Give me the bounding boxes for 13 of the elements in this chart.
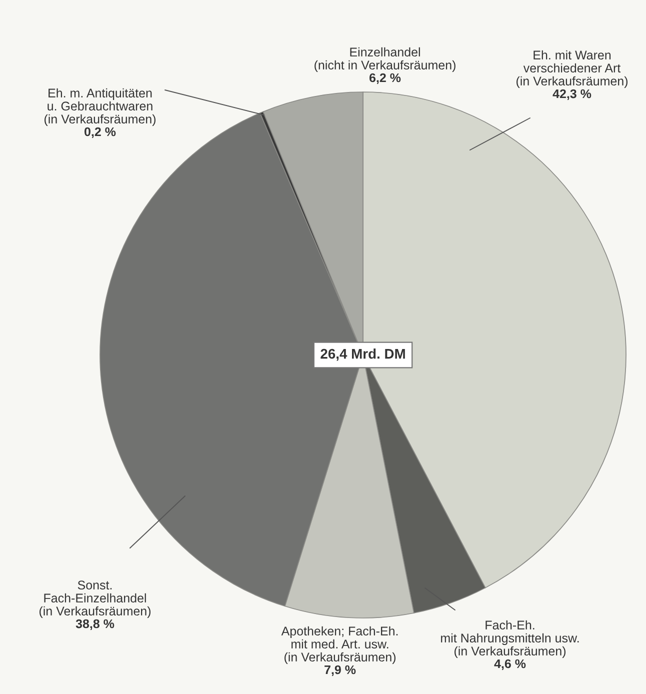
slice-label: Einzelhandel (nicht in Verkaufsräumen) (314, 47, 456, 72)
data-label: 7,9 % (324, 665, 356, 676)
data-label: 0,2 % (84, 127, 116, 138)
data-label: 38,8 % (76, 619, 114, 630)
slice-label: Sonst. Fach-Einzelhandel (in Verkaufsräumen) (40, 580, 151, 618)
slice-label: Eh. mit Waren verschiedener Art (in Verkaufsräumen) (516, 50, 628, 88)
data-label: 6,2 % (369, 73, 401, 84)
data-label: 42,3 % (552, 89, 592, 100)
data-label: 4,6 % (494, 659, 526, 670)
slice-label: Apotheken; Fach-Eh. mit med. Art. usw. (in Verkaufsräumen) (281, 626, 398, 664)
slice-label: Eh. m. Antiquitäten u. Gebrauchtwaren (in Verkaufsräumen) (44, 88, 156, 126)
text: 26,4 Mrd. DM (320, 348, 405, 361)
slice-label: Fach-Eh. mit Nahrungsmitteln usw. (in Verkaufsräumen) (441, 620, 579, 658)
